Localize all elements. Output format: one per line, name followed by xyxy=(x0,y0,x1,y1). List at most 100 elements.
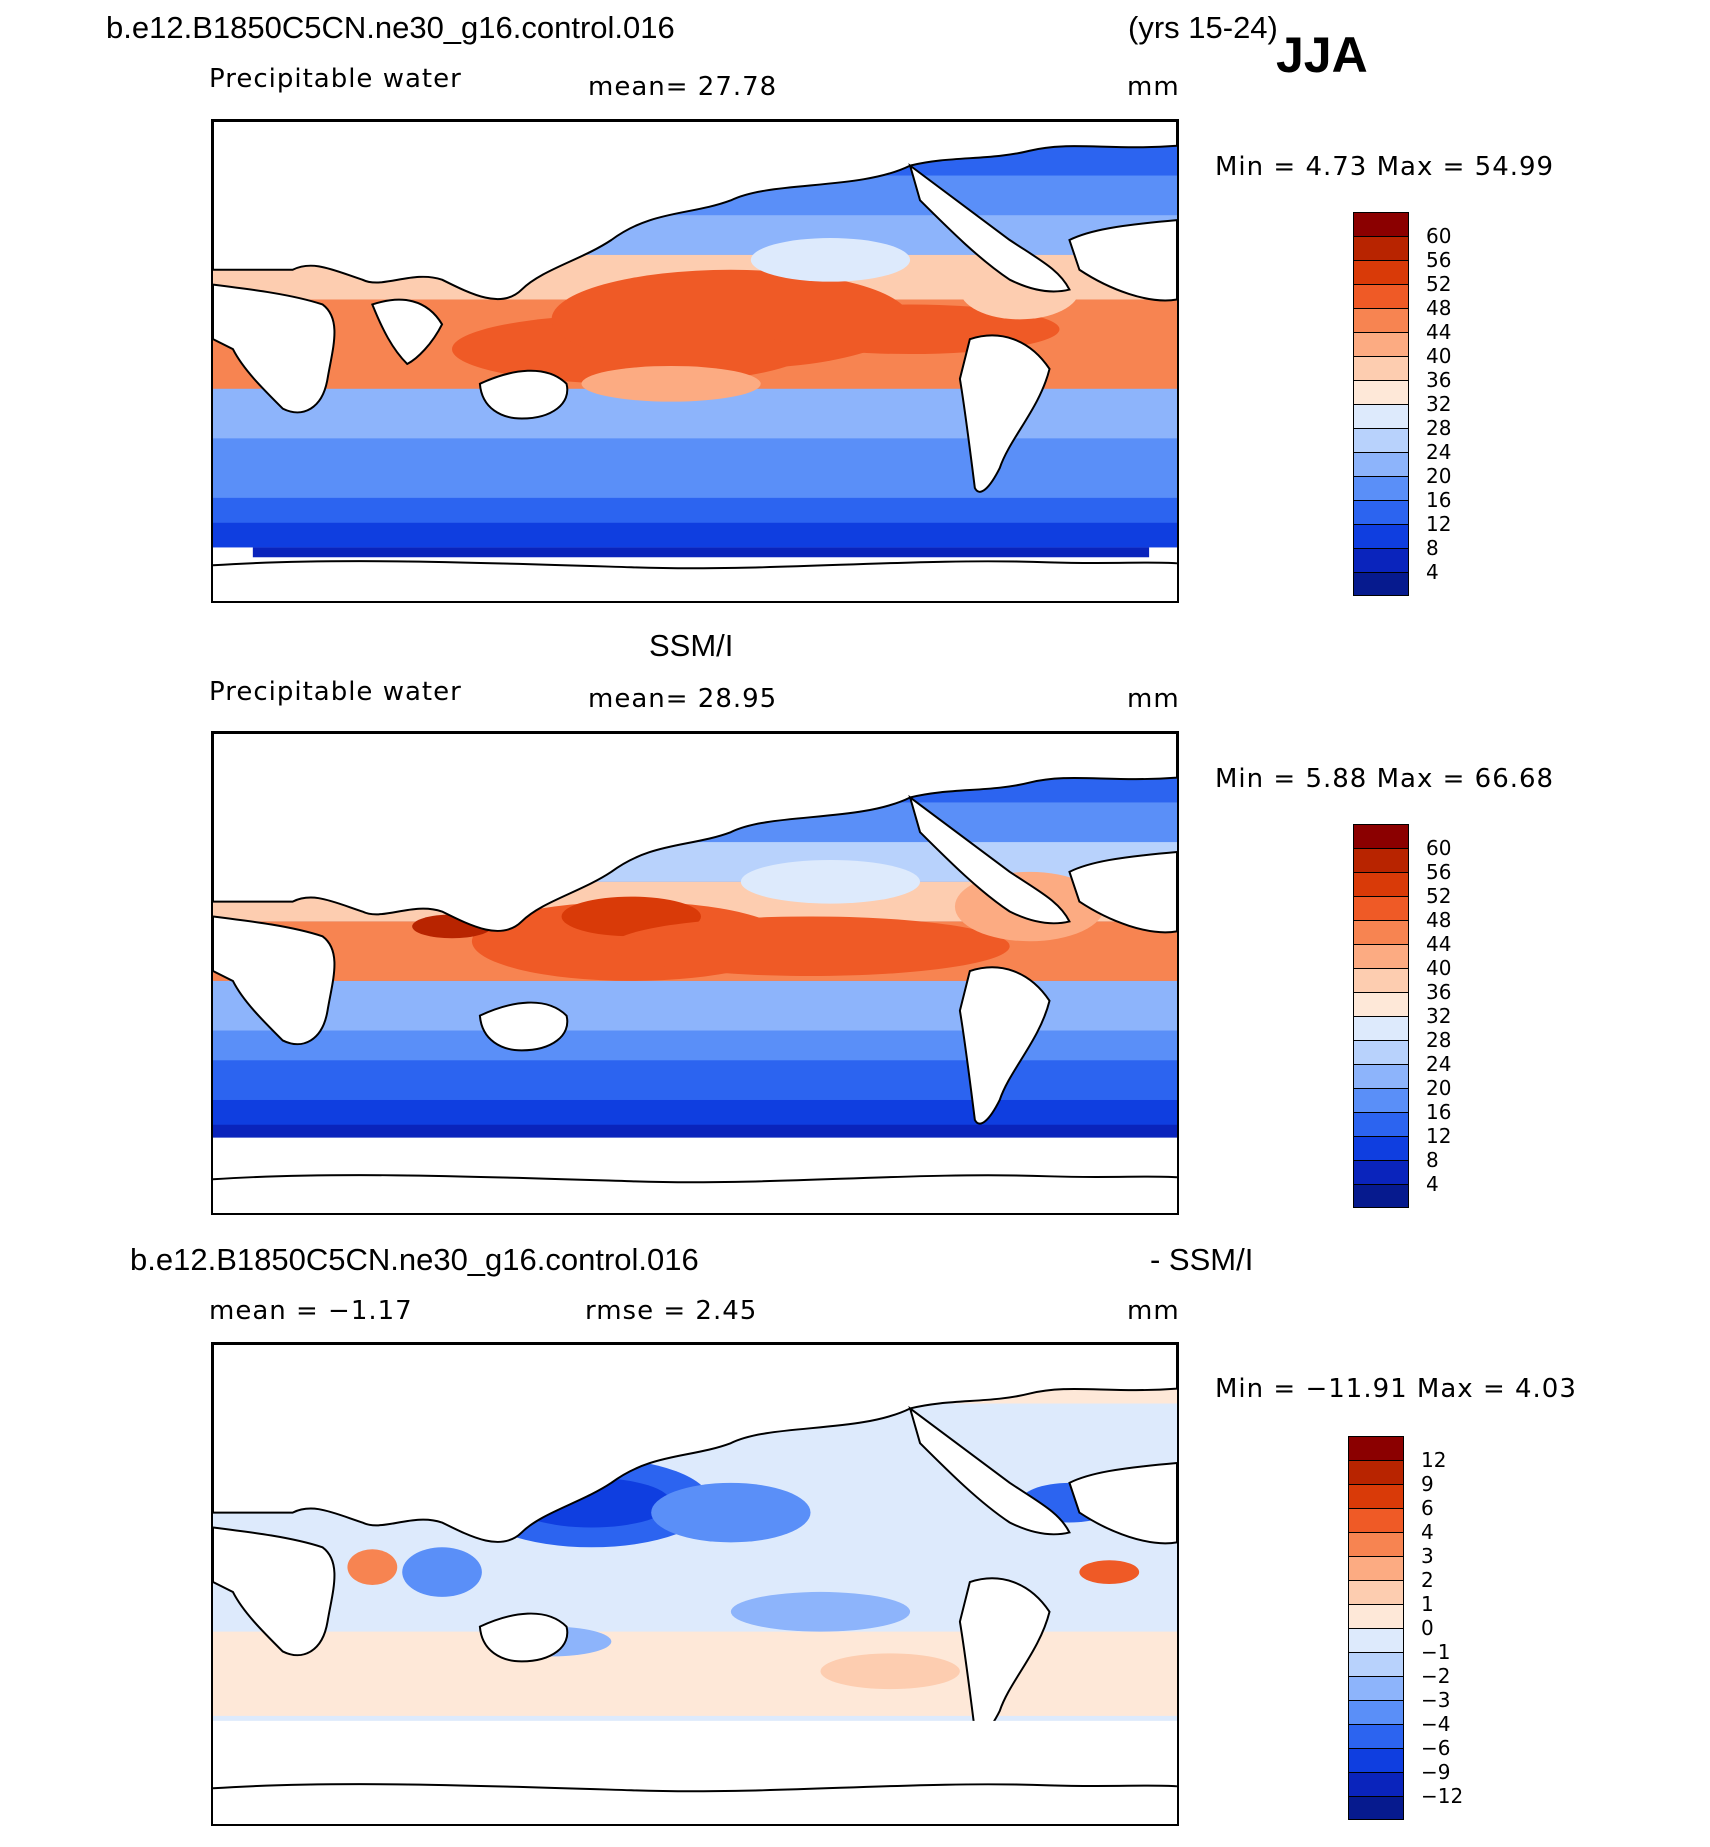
panel2-title: SSM/I xyxy=(649,628,734,663)
colorbar-cell xyxy=(1353,500,1409,524)
panel2-variable: Precipitable water xyxy=(209,677,462,707)
colorbar-tick-label: 52 xyxy=(1426,272,1452,296)
colorbar-tick-label: 32 xyxy=(1426,1004,1452,1028)
colorbar-cell xyxy=(1353,1040,1409,1064)
colorbar-cell xyxy=(1348,1772,1404,1796)
colorbar-cell xyxy=(1353,992,1409,1016)
colorbar-tick-label: 4 xyxy=(1426,560,1439,584)
colorbar-cell xyxy=(1348,1724,1404,1748)
colorbar-cell xyxy=(1353,824,1409,848)
season-label: JJA xyxy=(1276,27,1368,83)
colorbar-cell xyxy=(1353,1064,1409,1088)
panel2-colorbar xyxy=(1353,824,1409,1208)
colorbar-cell xyxy=(1353,428,1409,452)
colorbar-tick-label: 4 xyxy=(1421,1520,1434,1544)
colorbar-cell xyxy=(1353,872,1409,896)
colorbar-cell xyxy=(1353,260,1409,284)
panel1-map-svg xyxy=(213,121,1177,601)
colorbar-tick-label: 12 xyxy=(1421,1448,1447,1472)
colorbar-tick-label: 8 xyxy=(1426,536,1439,560)
colorbar-tick-label: 4 xyxy=(1426,1172,1439,1196)
colorbar-tick-label: 48 xyxy=(1426,908,1452,932)
colorbar-cell xyxy=(1348,1604,1404,1628)
colorbar-tick-label: −2 xyxy=(1421,1664,1451,1688)
colorbar-tick-label: 1 xyxy=(1421,1592,1434,1616)
panel3-mean: mean = −1.17 xyxy=(209,1296,413,1326)
colorbar-tick-label: 36 xyxy=(1426,980,1452,1004)
panel3-colorbar xyxy=(1348,1436,1404,1820)
panel1-minmax: Min = 4.73 Max = 54.99 xyxy=(1215,152,1555,182)
colorbar-cell xyxy=(1348,1484,1404,1508)
colorbar-cell xyxy=(1348,1700,1404,1724)
colorbar-cell xyxy=(1348,1556,1404,1580)
panel1-colorbar xyxy=(1353,212,1409,596)
colorbar-cell xyxy=(1348,1796,1404,1820)
colorbar-tick-label: 24 xyxy=(1426,1052,1452,1076)
colorbar-tick-label: 48 xyxy=(1426,296,1452,320)
panel2-map xyxy=(211,731,1179,1215)
colorbar-tick-label: 56 xyxy=(1426,860,1452,884)
panel1-mean: mean= 27.78 xyxy=(588,72,778,102)
panel2-map-svg xyxy=(213,733,1177,1213)
colorbar-cell xyxy=(1348,1532,1404,1556)
colorbar-tick-label: 0 xyxy=(1421,1616,1434,1640)
colorbar-cell xyxy=(1353,332,1409,356)
colorbar-tick-label: 36 xyxy=(1426,368,1452,392)
colorbar-tick-label: 6 xyxy=(1421,1496,1434,1520)
colorbar-tick-label: 16 xyxy=(1426,488,1452,512)
colorbar-cell xyxy=(1353,1088,1409,1112)
panel1-units: mm xyxy=(1127,72,1180,102)
colorbar-cell xyxy=(1353,1160,1409,1184)
panel2-units: mm xyxy=(1127,684,1180,714)
colorbar-tick-label: 60 xyxy=(1426,836,1452,860)
colorbar-tick-label: 40 xyxy=(1426,344,1452,368)
panel3-minmax: Min = −11.91 Max = 4.03 xyxy=(1215,1374,1577,1404)
case-title: b.e12.B1850C5CN.ne30_g16.control.016 xyxy=(106,10,675,45)
colorbar-cell xyxy=(1348,1748,1404,1772)
colorbar-tick-label: 40 xyxy=(1426,956,1452,980)
colorbar-tick-label: 44 xyxy=(1426,932,1452,956)
colorbar-cell xyxy=(1348,1460,1404,1484)
panel3-title-left: b.e12.B1850C5CN.ne30_g16.control.016 xyxy=(130,1242,699,1277)
colorbar-cell xyxy=(1348,1628,1404,1652)
colorbar-cell xyxy=(1353,404,1409,428)
colorbar-cell xyxy=(1353,524,1409,548)
colorbar-tick-label: −12 xyxy=(1421,1784,1464,1808)
colorbar-tick-label: −3 xyxy=(1421,1688,1451,1712)
colorbar-cell xyxy=(1353,212,1409,236)
colorbar-cell xyxy=(1353,848,1409,872)
colorbar-cell xyxy=(1353,236,1409,260)
colorbar-cell xyxy=(1353,896,1409,920)
colorbar-cell xyxy=(1353,944,1409,968)
panel2-minmax: Min = 5.88 Max = 66.68 xyxy=(1215,764,1555,794)
colorbar-cell xyxy=(1348,1508,1404,1532)
panel3-map-svg xyxy=(213,1344,1177,1824)
colorbar-tick-label: 32 xyxy=(1426,392,1452,416)
colorbar-tick-label: −6 xyxy=(1421,1736,1451,1760)
colorbar-cell xyxy=(1353,920,1409,944)
colorbar-tick-label: −9 xyxy=(1421,1760,1451,1784)
colorbar-tick-label: 16 xyxy=(1426,1100,1452,1124)
colorbar-cell xyxy=(1353,1112,1409,1136)
panel3-title-right: - SSM/I xyxy=(1150,1242,1254,1277)
colorbar-cell xyxy=(1348,1436,1404,1460)
colorbar-tick-label: 2 xyxy=(1421,1568,1434,1592)
colorbar-tick-label: 44 xyxy=(1426,320,1452,344)
colorbar-cell xyxy=(1353,380,1409,404)
colorbar-tick-label: 28 xyxy=(1426,1028,1452,1052)
panel3-rmse: rmse = 2.45 xyxy=(585,1296,758,1326)
years-label: (yrs 15-24) xyxy=(1128,10,1278,45)
colorbar-tick-label: 12 xyxy=(1426,512,1452,536)
colorbar-cell xyxy=(1353,548,1409,572)
colorbar-cell xyxy=(1353,1184,1409,1208)
colorbar-cell xyxy=(1348,1652,1404,1676)
colorbar-tick-label: 8 xyxy=(1426,1148,1439,1172)
colorbar-cell xyxy=(1353,476,1409,500)
colorbar-cell xyxy=(1348,1676,1404,1700)
colorbar-tick-label: 56 xyxy=(1426,248,1452,272)
colorbar-cell xyxy=(1353,356,1409,380)
colorbar-tick-label: 52 xyxy=(1426,884,1452,908)
colorbar-tick-label: 20 xyxy=(1426,464,1452,488)
colorbar-cell xyxy=(1353,1136,1409,1160)
colorbar-tick-label: −1 xyxy=(1421,1640,1451,1664)
